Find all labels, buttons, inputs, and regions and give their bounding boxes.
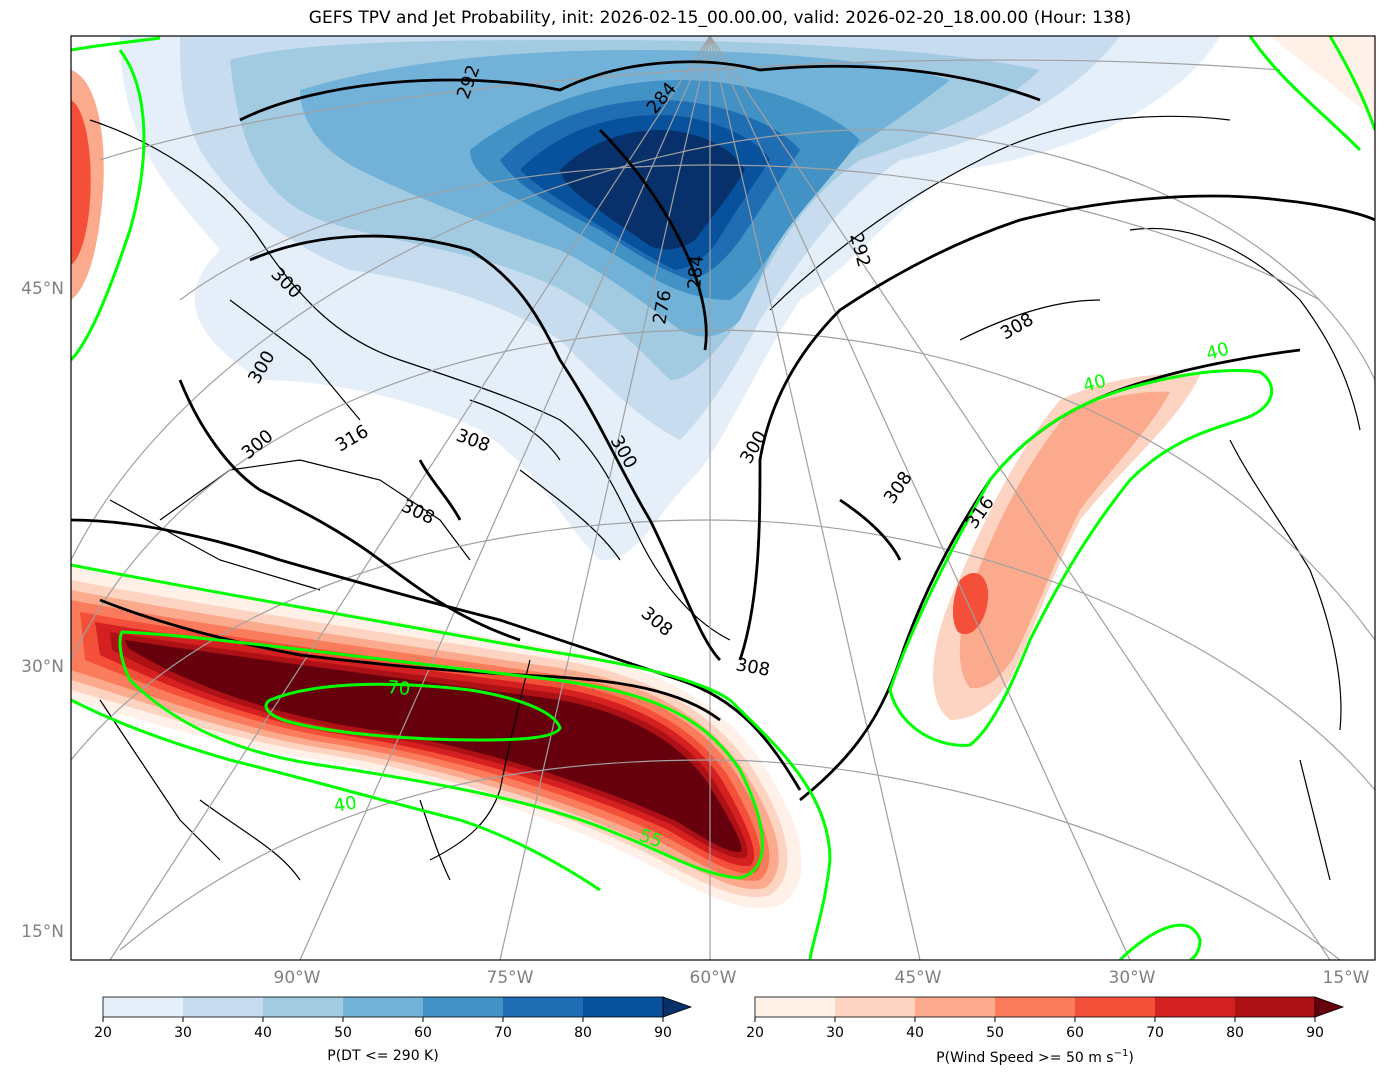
colorbar-jet-swatch [1155,997,1236,1017]
colorbar-tpv-tick-label: 80 [574,1025,592,1041]
lon-label: 15°W [1323,968,1370,988]
colorbar-tpv-tick-label: 70 [494,1025,512,1041]
colorbar-tpv-label: P(DT <= 290 K) [327,1048,438,1064]
colorbar-tpv-swatch [263,997,344,1017]
colorbar-tpv-tick-label: 40 [254,1025,272,1041]
colorbar-jet-tick-label: 60 [1066,1025,1084,1041]
theta-contours [71,60,1375,802]
lat-label: 45°N [21,279,64,299]
colorbar-tpv-tick-label: 30 [174,1025,192,1041]
colorbar-tpv-swatch [103,997,184,1017]
lon-label: 60°W [690,968,737,988]
colorbar-jet-tick-label: 50 [986,1025,1004,1041]
map-panel [71,36,1375,960]
colorbar-tpv-tick-label: 20 [94,1025,112,1041]
colorbar-jet-tick-label: 70 [1146,1025,1164,1041]
lat-label: 30°N [21,657,64,677]
jet-contours [71,36,1375,960]
coastlines [89,115,1361,881]
colorbar-tpv-tick-label: 50 [334,1025,352,1041]
colorbar-extend-arrow [1314,996,1345,1018]
colorbar-jet-label: P(Wind Speed >= 50 m s−1) [936,1048,1134,1066]
graticule [71,36,1375,960]
colorbar-jet-tick-label: 90 [1306,1025,1324,1041]
jet-label: 40 [332,792,358,817]
colorbar-tpv-tick-label: 90 [654,1025,672,1041]
colorbar-tpv-swatch [503,997,584,1017]
colorbar-jet-tick-label: 40 [906,1025,924,1041]
colorbar-extend-arrow [662,996,693,1018]
lon-labels: 90°W 75°W 60°W 45°W 30°W 15°W [274,968,1370,988]
colorbar-jet-tick-label: 80 [1226,1025,1244,1041]
colorbar-jet-swatch [1235,997,1316,1017]
theta-label: 284 [684,254,708,290]
lon-label: 90°W [274,968,321,988]
colorbar-jet-swatch [755,997,836,1017]
colorbar-jet-swatch [835,997,916,1017]
lon-label: 45°W [895,968,942,988]
colorbar-jet-tick-label: 30 [826,1025,844,1041]
jet-label: 70 [387,677,412,700]
colorbar-tpv-swatch [183,997,264,1017]
colorbar-jet: 20 30 40 50 60 70 80 90 P(Wind Speed >= 50 m s−… [746,996,1345,1066]
colorbar-jet-tick-label: 20 [746,1025,764,1041]
lat-labels: 45°N 30°N 15°N [21,279,64,942]
lon-label: 30°W [1109,968,1156,988]
colorbar-tpv: 20 30 40 50 60 70 80 90 P(DT <= 290 K) [94,996,693,1064]
lon-label: 75°W [487,968,534,988]
chart-title: GEFS TPV and Jet Probability, init: 2026… [308,8,1132,28]
colorbar-tpv-swatch [343,997,424,1017]
colorbar-tpv-swatch [423,997,504,1017]
colorbar-tpv-swatch [583,997,664,1017]
colorbar-jet-swatch [1075,997,1156,1017]
colorbar-jet-swatch [915,997,996,1017]
colorbar-jet-swatch [995,997,1076,1017]
map-frame [70,35,1376,961]
colorbar-tpv-tick-label: 60 [414,1025,432,1041]
lat-label: 15°N [21,922,64,942]
